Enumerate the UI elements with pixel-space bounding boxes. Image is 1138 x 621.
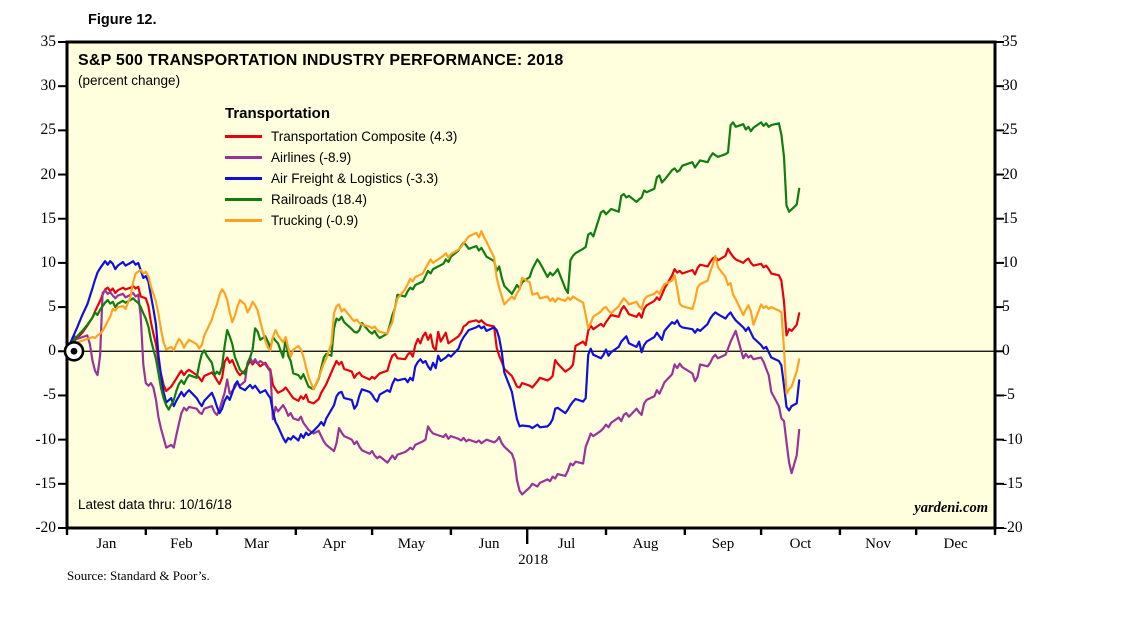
chart-title: S&P 500 TRANSPORTATION INDUSTRY PERFORMA…	[78, 52, 564, 69]
x-axis-year-label: 2018	[518, 552, 549, 568]
y-axis-label-right: -5	[1002, 386, 1015, 404]
series-line-transportation-composite	[65, 247, 801, 405]
legend-swatch-trucking	[225, 219, 262, 222]
origin-bullseye-dot	[70, 347, 78, 355]
y-axis-label-right: 5	[1002, 298, 1010, 316]
x-axis-month-label: Sep	[711, 536, 735, 552]
x-axis-month-label: Dec	[943, 536, 968, 552]
y-axis-label-right: 15	[1002, 209, 1018, 227]
y-axis-label-right: 25	[1002, 121, 1018, 139]
y-axis-label-left: -5	[43, 386, 56, 404]
y-axis-label-right: -10	[1002, 430, 1023, 448]
y-axis-label-left: 10	[40, 253, 57, 271]
y-axis-label-right: 30	[1002, 77, 1018, 95]
watermark: yardeni.com	[914, 500, 988, 516]
x-axis-month-label: Mar	[243, 536, 269, 552]
x-axis-month-label: Jun	[478, 536, 500, 552]
y-axis-label-left: 15	[40, 209, 57, 227]
legend-label: Trucking (-0.9)	[271, 213, 359, 228]
series-line-air-freight-logistics	[65, 260, 801, 444]
legend-item-transportation-composite: Transportation Composite (4.3)	[225, 126, 457, 147]
y-axis-label-right: -20	[1002, 519, 1023, 536]
legend-swatch-railroads	[225, 198, 262, 201]
legend-swatch-air-freight-logistics	[225, 177, 262, 180]
series-line-trucking	[65, 230, 801, 395]
x-axis-month-label: Aug	[632, 536, 659, 552]
series-line-railroads	[65, 121, 801, 411]
y-axis-label-left: 25	[40, 121, 57, 139]
y-axis-label-left: 20	[40, 165, 57, 183]
source-note: Source: Standard & Poor’s.	[67, 568, 210, 583]
legend-item-air-freight-logistics: Air Freight & Logistics (-3.3)	[225, 168, 457, 189]
legend-label: Airlines (-8.9)	[271, 150, 352, 165]
y-axis-label-right: 0	[1002, 342, 1010, 360]
x-axis-month-label: Oct	[789, 536, 812, 552]
y-axis-label-left: 0	[48, 342, 56, 360]
legend-header: Transportation	[225, 105, 331, 122]
y-axis-label-left: 5	[48, 298, 56, 316]
y-axis-label-left: -10	[35, 430, 56, 448]
x-axis-month-label: Jul	[557, 536, 576, 552]
legend-item-trucking: Trucking (-0.9)	[225, 210, 457, 231]
x-axis-month-label: Feb	[170, 536, 193, 552]
y-axis-label-left: -15	[35, 474, 56, 492]
legend-item-airlines: Airlines (-8.9)	[225, 147, 457, 168]
legend-label: Transportation Composite (4.3)	[271, 129, 458, 144]
series-line-airlines	[65, 289, 801, 496]
y-axis-label-left: 35	[40, 33, 57, 50]
legend-swatch-transportation-composite	[225, 135, 262, 138]
chart-subtitle: (percent change)	[78, 73, 181, 88]
x-axis-month-label: Jan	[96, 536, 117, 552]
x-axis-month-label: May	[397, 536, 426, 552]
legend-item-railroads: Railroads (18.4)	[225, 189, 457, 210]
latest-data-note: Latest data thru: 10/16/18	[78, 497, 232, 512]
figure-label: Figure 12.	[88, 12, 157, 28]
legend: Transportation Transportation Composite …	[225, 105, 457, 231]
legend-swatch-airlines	[225, 156, 262, 159]
y-axis-label-left: 30	[40, 77, 57, 95]
x-axis-month-label: Apr	[322, 536, 346, 552]
x-axis-month-label: Nov	[865, 536, 891, 552]
y-axis-label-right: -15	[1002, 474, 1023, 492]
legend-label: Air Freight & Logistics (-3.3)	[271, 171, 439, 186]
legend-label: Railroads (18.4)	[271, 192, 368, 207]
y-axis-label-right: 35	[1002, 33, 1018, 50]
y-axis-label-right: 20	[1002, 165, 1018, 183]
plot-frame	[65, 40, 997, 530]
y-axis-label-right: 10	[1002, 253, 1018, 271]
y-axis-label-left: -20	[35, 519, 56, 536]
